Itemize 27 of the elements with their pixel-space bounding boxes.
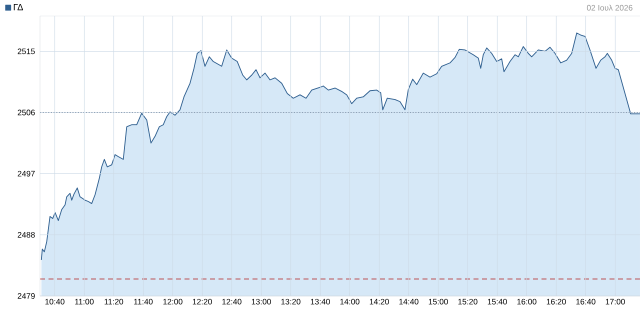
x-tick-label: 16:20 bbox=[546, 298, 566, 305]
legend-label: ΓΔ bbox=[14, 4, 23, 10]
x-tick-label: 12:00 bbox=[163, 298, 182, 305]
x-tick-label: 12:40 bbox=[222, 298, 242, 305]
x-tick-label: 13:20 bbox=[281, 298, 300, 305]
x-tick-label: 12:20 bbox=[192, 298, 212, 305]
x-tick-label: 17:00 bbox=[606, 298, 625, 305]
x-tick-label: 15:20 bbox=[458, 298, 478, 305]
x-tick-label: 11:40 bbox=[134, 298, 153, 305]
x-tick-label: 11:00 bbox=[75, 298, 94, 305]
x-tick-label: 14:20 bbox=[370, 298, 389, 305]
y-tick-label: 2515 bbox=[18, 48, 35, 54]
x-tick-label: 15:00 bbox=[428, 298, 448, 305]
x-tick-label: 16:00 bbox=[517, 298, 536, 305]
x-tick-label: 13:40 bbox=[310, 298, 330, 305]
x-tick-label: 13:00 bbox=[252, 298, 271, 305]
x-tick-label: 14:40 bbox=[399, 298, 418, 305]
y-tick-label: 2488 bbox=[18, 232, 35, 238]
x-tick-label: 10:40 bbox=[45, 298, 64, 305]
x-tick-label: 15:40 bbox=[488, 298, 507, 305]
y-tick-label: 2479 bbox=[18, 293, 35, 299]
chart-subtitle: 02 Ιουλ 2026 bbox=[586, 4, 632, 11]
x-tick-label: 14:00 bbox=[340, 298, 360, 305]
x-tick-label: 11:20 bbox=[104, 298, 124, 305]
y-tick-label: 2506 bbox=[18, 110, 35, 116]
x-tick-label: 16:40 bbox=[576, 298, 596, 305]
y-tick-label: 2497 bbox=[18, 170, 35, 176]
